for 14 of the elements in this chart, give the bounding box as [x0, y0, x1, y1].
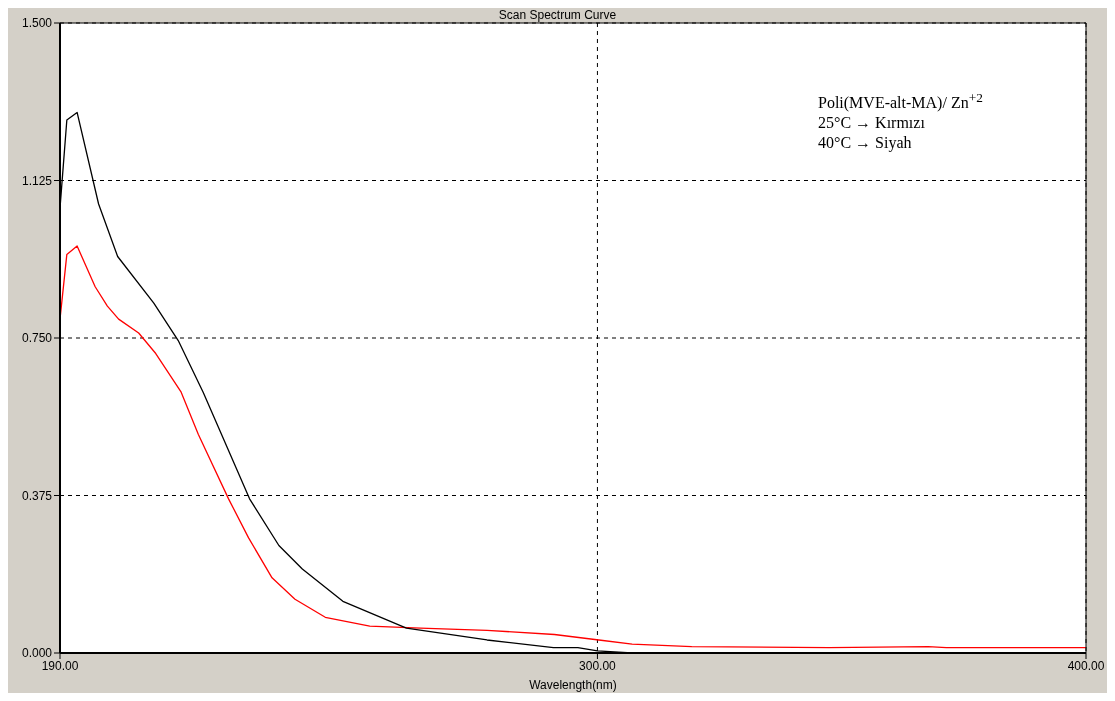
- y-tick-label: 0.375: [21, 488, 53, 503]
- x-axis-title: Wavelength(nm): [529, 678, 617, 692]
- annotation: 40°C → Siyah: [818, 133, 913, 154]
- y-tick-label: 1.500: [21, 16, 53, 31]
- annotation: Poli(MVE-alt-MA)/ Zn$^{+2}$: [818, 89, 983, 114]
- y-tick-label: 0.000: [21, 646, 53, 661]
- chart-title: Scan Spectrum Curve: [498, 8, 617, 22]
- x-tick-label: 400.00: [1067, 658, 1105, 673]
- y-tick-label: 1.125: [21, 173, 53, 188]
- y-tick-label: 0.750: [21, 331, 53, 346]
- annotation: 25°C → Kırmızı: [818, 113, 926, 134]
- x-tick-label: 190.00: [41, 658, 79, 673]
- x-tick-label: 300.00: [579, 658, 617, 673]
- line-series: [60, 245, 1086, 649]
